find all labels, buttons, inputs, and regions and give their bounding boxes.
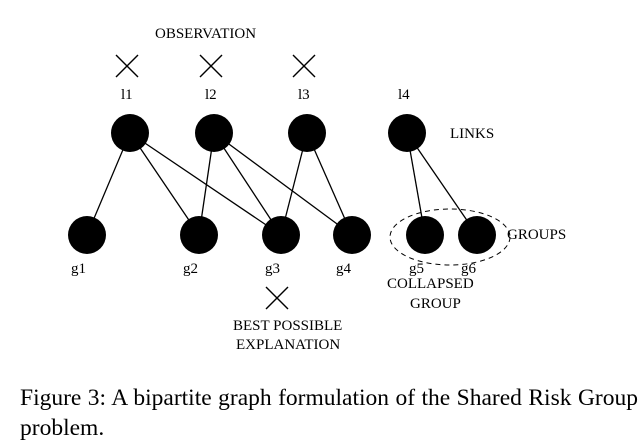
group-label-g5: g5 xyxy=(409,261,424,277)
group-node-g3 xyxy=(262,216,300,254)
links-label: LINKS xyxy=(450,126,494,142)
observation-cross-l1 xyxy=(115,54,139,78)
collapsed-group-ellipse xyxy=(389,208,511,266)
observation-label: OBSERVATION xyxy=(155,26,256,42)
edge-l2-g4 xyxy=(213,132,353,236)
group-node-g1 xyxy=(68,216,106,254)
link-label-l4: l4 xyxy=(398,87,410,103)
link-label-l1: l1 xyxy=(121,87,133,103)
group-node-g4 xyxy=(333,216,371,254)
collapsed-group-label-line2: GROUP xyxy=(410,296,461,312)
group-node-g2 xyxy=(180,216,218,254)
observation-cross-l2 xyxy=(199,54,223,78)
best-explanation-cross-g3 xyxy=(265,286,289,310)
link-label-l2: l2 xyxy=(205,87,217,103)
group-label-g6: g6 xyxy=(461,261,477,277)
group-node-g5 xyxy=(406,216,444,254)
edge-l4-g6 xyxy=(406,132,478,236)
group-label-g2: g2 xyxy=(183,261,198,277)
group-node-g6 xyxy=(458,216,496,254)
link-node-l2 xyxy=(195,114,233,152)
collapsed-group-label-line1: COLLAPSED xyxy=(387,276,474,292)
best-explanation-label-line2: EXPLANATION xyxy=(236,337,340,353)
figure-caption: Figure 3: A bipartite graph formulation … xyxy=(20,385,638,441)
node-labels-layer: l1 l2 l3 l4 g1 g2 g3 g4 g5 g6 xyxy=(71,87,477,277)
nodes-layer xyxy=(68,114,496,254)
group-label-g3: g3 xyxy=(265,261,280,277)
edge-l1-g3 xyxy=(129,132,282,236)
group-label-g4: g4 xyxy=(336,261,352,277)
best-explanation-label-line1: BEST POSSIBLE xyxy=(233,318,342,334)
link-node-l3 xyxy=(288,114,326,152)
link-node-l4 xyxy=(388,114,426,152)
observation-cross-l3 xyxy=(292,54,316,78)
link-node-l1 xyxy=(111,114,149,152)
edge-l1-g2 xyxy=(129,132,200,236)
edge-l2-g3 xyxy=(213,132,282,236)
groups-label: GROUPS xyxy=(507,227,566,243)
link-label-l3: l3 xyxy=(298,87,310,103)
group-label-g1: g1 xyxy=(71,261,86,277)
crosses-layer xyxy=(115,54,316,310)
bipartite-graph-diagram: l1 l2 l3 l4 g1 g2 g3 g4 g5 g6 OBSERVATION LINKS G… xyxy=(68,26,566,353)
